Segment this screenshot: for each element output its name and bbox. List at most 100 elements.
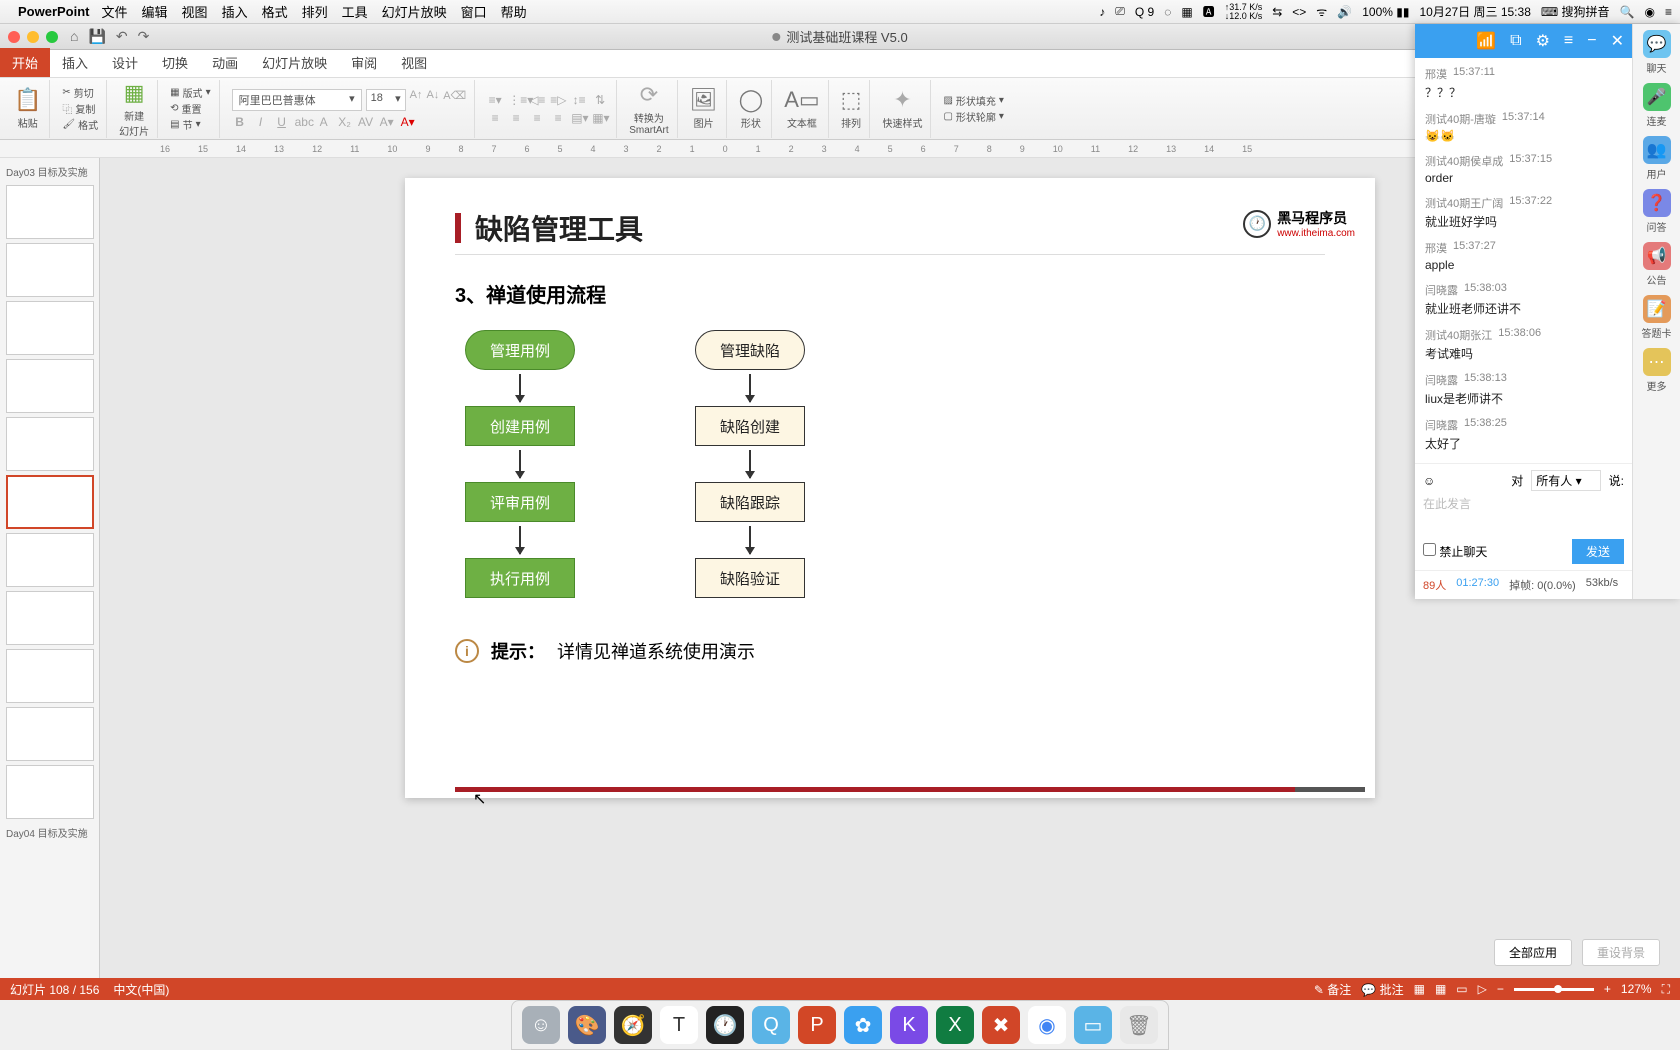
menu-window[interactable]: 窗口: [461, 2, 487, 21]
tab-design[interactable]: 设计: [100, 48, 150, 77]
dock-app-icon[interactable]: 🕐: [706, 1006, 744, 1044]
picture-icon[interactable]: 🖼: [690, 87, 718, 113]
section-label[interactable]: Day03 目标及实施: [4, 162, 95, 181]
app-name[interactable]: PowerPoint: [18, 4, 90, 19]
chat-side-item[interactable]: ❓问答: [1643, 189, 1671, 234]
dock-app-icon[interactable]: 🧭: [614, 1006, 652, 1044]
reset-bg-button[interactable]: 重设背景: [1582, 939, 1660, 966]
slide-thumb-current[interactable]: 8: [6, 475, 94, 529]
normal-view-icon[interactable]: ▦: [1414, 982, 1425, 996]
slide-thumb[interactable]: [6, 707, 94, 761]
shape-outline-button[interactable]: ▢ 形状轮廓 ▾: [943, 109, 1003, 124]
shape-icon[interactable]: ◯: [739, 87, 764, 113]
paste-icon[interactable]: 📋: [14, 87, 41, 113]
decrease-font-icon[interactable]: A↓: [426, 89, 439, 111]
zoom-slider[interactable]: [1514, 988, 1594, 991]
menu-icon[interactable]: ≡: [1564, 32, 1573, 50]
tab-view[interactable]: 视图: [389, 48, 439, 77]
menubar-icon[interactable]: ◌: [1164, 5, 1171, 19]
zoom-level[interactable]: 127%: [1621, 982, 1652, 996]
copy-button[interactable]: ⿻ 复制: [62, 101, 98, 116]
subscript-button[interactable]: X₂: [337, 115, 353, 129]
sorter-view-icon[interactable]: ▦: [1435, 982, 1446, 996]
menu-help[interactable]: 帮助: [501, 2, 527, 21]
reading-view-icon[interactable]: ▭: [1456, 982, 1467, 996]
menubar-icon[interactable]: 🅰: [1203, 3, 1215, 20]
notes-button[interactable]: ✎ 备注: [1314, 981, 1351, 998]
tab-insert[interactable]: 插入: [50, 48, 100, 77]
menubar-icon[interactable]: ⇆: [1272, 5, 1282, 19]
reset-button[interactable]: ⟲ 重置: [170, 101, 210, 116]
message-input[interactable]: 在此发言: [1423, 495, 1624, 535]
menu-insert[interactable]: 插入: [222, 2, 248, 21]
redo-icon[interactable]: ↷: [138, 28, 150, 45]
slide-panel[interactable]: Day03 目标及实施 8 Day04 目标及实施: [0, 158, 100, 978]
volume-icon[interactable]: 🔊: [1337, 5, 1352, 19]
save-icon[interactable]: 💾: [88, 28, 105, 45]
zoom-in-button[interactable]: +: [1604, 982, 1611, 996]
arrange-icon[interactable]: ⬚: [841, 87, 862, 113]
section-label[interactable]: Day04 目标及实施: [4, 823, 95, 842]
align-left-button[interactable]: ≡: [487, 111, 503, 125]
line-spacing-button[interactable]: ↕≡: [571, 93, 587, 107]
chat-side-item[interactable]: 🎤连麦: [1643, 83, 1671, 128]
section-button[interactable]: ▤ 节 ▾: [170, 117, 210, 132]
shadow-button[interactable]: A: [316, 115, 332, 129]
slide-thumb[interactable]: [6, 185, 94, 239]
bold-button[interactable]: B: [232, 115, 248, 129]
dock-app-icon[interactable]: ✿: [844, 1006, 882, 1044]
slide-thumb[interactable]: [6, 533, 94, 587]
minimize-button[interactable]: [27, 31, 39, 43]
comments-button[interactable]: 💬 批注: [1361, 981, 1403, 998]
justify-button[interactable]: ≡: [550, 111, 566, 125]
menubar-icon[interactable]: ᯤ: [1316, 3, 1327, 20]
mute-checkbox[interactable]: 禁止聊天: [1423, 543, 1487, 560]
clear-format-icon[interactable]: A⌫: [443, 89, 466, 111]
home-icon[interactable]: ⌂: [70, 28, 78, 45]
dock-app-icon[interactable]: ☺: [522, 1006, 560, 1044]
slide-thumb[interactable]: [6, 301, 94, 355]
menu-tools[interactable]: 工具: [342, 2, 368, 21]
text-direction-button[interactable]: ⇅: [592, 93, 608, 107]
ime-status[interactable]: ⌨ 搜狗拼音: [1541, 3, 1610, 20]
siri-icon[interactable]: ◉: [1645, 5, 1655, 19]
menu-arrange[interactable]: 排列: [302, 2, 328, 21]
language-status[interactable]: 中文(中国): [113, 981, 169, 998]
menubar-icon[interactable]: ▦: [1181, 5, 1192, 19]
slideshow-view-icon[interactable]: ▷: [1478, 982, 1487, 996]
dock-app-icon[interactable]: 🗑: [1120, 1006, 1158, 1044]
control-center-icon[interactable]: ≡: [1665, 5, 1672, 19]
cut-button[interactable]: ✂ 剪切: [62, 85, 98, 100]
strike-button[interactable]: abc: [295, 115, 311, 129]
smartart-icon[interactable]: ⟳: [640, 82, 658, 108]
spotlight-icon[interactable]: 🔍: [1620, 5, 1635, 19]
dock-app-icon[interactable]: Q: [752, 1006, 790, 1044]
slide-thumb[interactable]: [6, 243, 94, 297]
slide-thumb[interactable]: [6, 359, 94, 413]
chat-side-item[interactable]: 📝答题卡: [1642, 295, 1672, 340]
chat-side-item[interactable]: 👥用户: [1643, 136, 1671, 181]
menu-slideshow[interactable]: 幻灯片放映: [382, 2, 447, 21]
menu-edit[interactable]: 编辑: [142, 2, 168, 21]
menubar-icon[interactable]: ♪: [1099, 5, 1105, 19]
menubar-q-icon[interactable]: Q 9: [1135, 5, 1154, 19]
shape-fill-button[interactable]: ▨ 形状填充 ▾: [943, 93, 1003, 108]
undo-icon[interactable]: ↶: [116, 28, 128, 45]
align-text-button[interactable]: ▦▾: [592, 111, 608, 125]
tab-transition[interactable]: 切换: [150, 48, 200, 77]
new-slide-icon[interactable]: ▦: [124, 80, 145, 106]
numbering-button[interactable]: ⋮≡▾: [508, 93, 524, 107]
indent-right-button[interactable]: ≡▷: [550, 93, 566, 107]
popout-icon[interactable]: ⧉: [1510, 32, 1521, 50]
close-button[interactable]: [8, 31, 20, 43]
apply-all-button[interactable]: 全部应用: [1494, 939, 1572, 966]
slide-thumb[interactable]: [6, 649, 94, 703]
emoji-button[interactable]: ☺: [1423, 474, 1435, 488]
font-color-button[interactable]: A▾: [400, 115, 416, 129]
quickstyle-icon[interactable]: ✦: [893, 87, 911, 113]
spacing-button[interactable]: AV: [358, 115, 374, 129]
minimize-icon[interactable]: −: [1587, 32, 1596, 50]
columns-button[interactable]: ▤▾: [571, 111, 587, 125]
dock-app-icon[interactable]: ▭: [1074, 1006, 1112, 1044]
dock-app-icon[interactable]: P: [798, 1006, 836, 1044]
